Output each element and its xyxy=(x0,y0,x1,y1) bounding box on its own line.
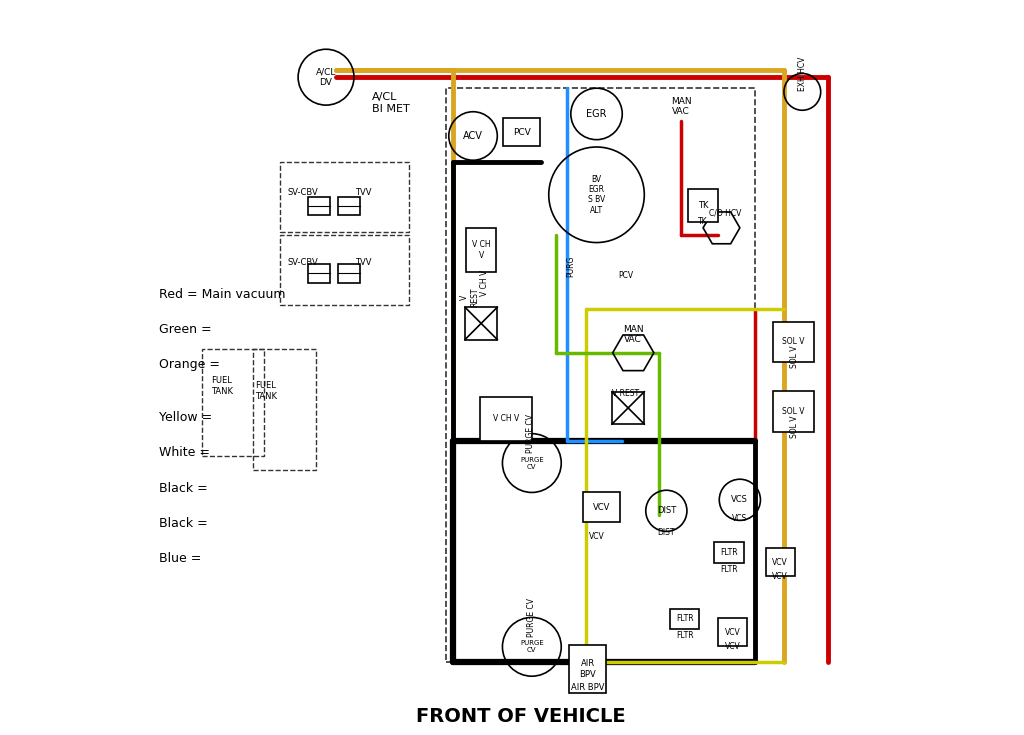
Text: VCV: VCV xyxy=(593,503,610,512)
FancyBboxPatch shape xyxy=(714,542,743,563)
Text: FLTR: FLTR xyxy=(676,631,693,640)
Text: SV-CBV: SV-CBV xyxy=(287,258,317,267)
Text: V CH V: V CH V xyxy=(480,270,489,296)
FancyBboxPatch shape xyxy=(465,307,498,340)
FancyBboxPatch shape xyxy=(480,397,531,441)
Text: C/O HCV: C/O HCV xyxy=(709,209,741,218)
Text: Red = Main vacuum: Red = Main vacuum xyxy=(159,287,286,301)
Text: FRONT OF VEHICLE: FRONT OF VEHICLE xyxy=(416,707,626,726)
Text: PURG: PURG xyxy=(566,255,575,277)
Text: SOL V: SOL V xyxy=(791,345,800,368)
Text: Yellow =: Yellow = xyxy=(159,411,212,424)
FancyBboxPatch shape xyxy=(766,548,795,576)
Text: PURGE
CV: PURGE CV xyxy=(520,456,544,470)
Text: TVV: TVV xyxy=(355,258,372,267)
Text: Orange =: Orange = xyxy=(159,358,220,371)
Text: TVV: TVV xyxy=(355,188,372,197)
Text: EXH HCV: EXH HCV xyxy=(798,57,807,90)
Text: BV
EGR
S BV
ALT: BV EGR S BV ALT xyxy=(588,175,605,215)
Text: V REST: V REST xyxy=(612,389,639,398)
Text: A/CL
DV: A/CL DV xyxy=(315,68,336,87)
FancyBboxPatch shape xyxy=(569,645,606,692)
FancyBboxPatch shape xyxy=(584,492,621,522)
Text: PCV: PCV xyxy=(618,271,634,280)
Text: EGR: EGR xyxy=(587,109,607,119)
FancyBboxPatch shape xyxy=(773,322,814,362)
Text: DIST: DIST xyxy=(656,506,676,515)
FancyBboxPatch shape xyxy=(688,189,718,222)
Text: FLTR: FLTR xyxy=(676,614,693,623)
Text: Blue =: Blue = xyxy=(159,552,202,565)
FancyBboxPatch shape xyxy=(338,265,359,282)
Text: TK: TK xyxy=(698,218,708,226)
Text: VCV: VCV xyxy=(589,532,604,541)
Text: VCS: VCS xyxy=(731,495,749,504)
Text: Black =: Black = xyxy=(159,517,208,530)
Text: White =: White = xyxy=(159,446,210,459)
Text: SOL V: SOL V xyxy=(791,415,800,437)
FancyBboxPatch shape xyxy=(338,196,359,215)
Text: VCS: VCS xyxy=(732,514,748,523)
Text: VCV: VCV xyxy=(725,642,740,651)
Text: TK: TK xyxy=(697,201,709,210)
Text: V
REST: V REST xyxy=(460,288,479,307)
Text: VCV: VCV xyxy=(772,573,788,581)
Text: SOL V: SOL V xyxy=(782,407,805,416)
Text: PURGE CV: PURGE CV xyxy=(526,414,535,453)
Text: V CH
V: V CH V xyxy=(472,240,490,259)
Text: FLTR: FLTR xyxy=(721,565,738,574)
Text: FUEL
TANK: FUEL TANK xyxy=(211,376,232,395)
Text: SOL V: SOL V xyxy=(782,337,805,346)
Text: A/CL
BI MET: A/CL BI MET xyxy=(373,92,410,114)
Text: MAN
VAC: MAN VAC xyxy=(623,325,644,344)
Text: PURGE CV: PURGE CV xyxy=(527,598,537,637)
Text: VCV: VCV xyxy=(725,628,740,637)
FancyBboxPatch shape xyxy=(503,118,540,146)
Text: ACV: ACV xyxy=(463,131,483,141)
Text: Black =: Black = xyxy=(159,481,208,495)
Text: PURGE
CV: PURGE CV xyxy=(520,640,544,653)
Text: SV-CBV: SV-CBV xyxy=(287,188,317,197)
Text: DIST: DIST xyxy=(657,528,675,537)
FancyBboxPatch shape xyxy=(308,196,331,215)
Text: V CH V: V CH V xyxy=(493,415,519,423)
Text: AIR BPV: AIR BPV xyxy=(571,683,604,692)
FancyBboxPatch shape xyxy=(308,265,331,282)
FancyBboxPatch shape xyxy=(670,609,699,629)
Text: VCV: VCV xyxy=(772,558,788,567)
FancyBboxPatch shape xyxy=(718,618,748,646)
Text: FUEL
TANK: FUEL TANK xyxy=(255,381,276,401)
Text: PCV: PCV xyxy=(513,128,530,137)
FancyBboxPatch shape xyxy=(466,228,496,272)
FancyBboxPatch shape xyxy=(773,392,814,432)
Text: AIR
BPV: AIR BPV xyxy=(580,659,596,678)
Text: FLTR: FLTR xyxy=(720,548,737,557)
FancyBboxPatch shape xyxy=(612,392,644,424)
Text: Green =: Green = xyxy=(159,323,212,336)
Text: MAN
VAC: MAN VAC xyxy=(671,97,691,116)
